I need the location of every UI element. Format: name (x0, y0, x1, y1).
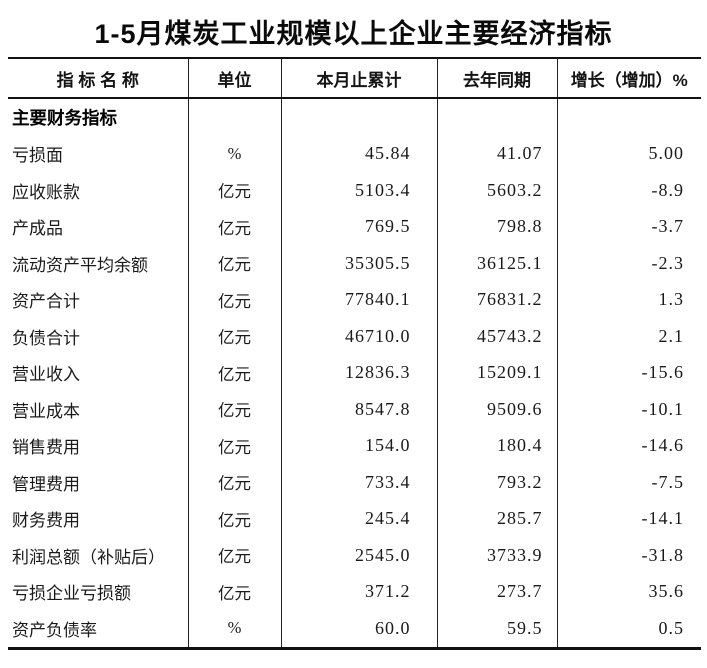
value-last-year: 5603.2 (437, 172, 558, 209)
value-growth: -10.1 (641, 398, 684, 419)
indicator-unit: 亿元 (188, 281, 282, 318)
value-current: 154.0 (281, 427, 438, 464)
table-row: 产成品 亿元 769.5 798.8 -3.7 (8, 208, 701, 245)
value-last-year: 45743.2 (437, 318, 558, 355)
indicator-unit: 亿元 (188, 573, 282, 610)
empty-cell (281, 98, 438, 136)
value-growth: -8.9 (651, 179, 684, 200)
table-row: 营业成本 亿元 8547.8 9509.6 -10.1 (8, 391, 701, 428)
table-row: 销售费用 亿元 154.0 180.4 -14.6 (8, 427, 701, 464)
table-row: 亏损企业亏损额 亿元 371.2 273.7 35.6 (8, 573, 701, 610)
table-row: 营业收入 亿元 12836.3 15209.1 -15.6 (8, 354, 701, 391)
value-growth: 5.00 (648, 143, 684, 164)
value-current: 77840.1 (281, 281, 438, 318)
indicator-name: 管理费用 (8, 464, 189, 501)
value-current: 371.2 (281, 573, 438, 610)
indicator-unit: 亿元 (188, 391, 282, 428)
value-growth: -31.8 (641, 544, 684, 565)
value-last-year: 36125.1 (437, 245, 558, 282)
section-label: 主要财务指标 (8, 98, 189, 136)
indicator-unit: 亿元 (188, 537, 282, 574)
value-current: 5103.4 (281, 172, 438, 209)
indicator-name: 亏损企业亏损额 (8, 573, 189, 610)
value-growth: -2.3 (651, 252, 684, 273)
indicator-unit: 亿元 (188, 464, 282, 501)
indicator-unit: 亿元 (188, 172, 282, 209)
table-row: 资产负债率 % 60.0 59.5 0.5 (8, 610, 701, 648)
empty-cell (437, 98, 558, 136)
indicator-name: 营业收入 (8, 354, 189, 391)
value-last-year: 15209.1 (437, 354, 558, 391)
value-current: 733.4 (281, 464, 438, 501)
indicator-unit: % (188, 610, 282, 648)
table-row: 管理费用 亿元 733.4 793.2 -7.5 (8, 464, 701, 501)
value-growth: -3.7 (651, 216, 684, 237)
empty-cell (557, 98, 701, 136)
section-header-row: 主要财务指标 (8, 98, 701, 136)
value-last-year: 3733.9 (437, 537, 558, 574)
page-title: 1-5月煤炭工业规模以上企业主要经济指标 (94, 19, 613, 49)
value-growth: 1.3 (658, 289, 684, 310)
indicator-name: 利润总额（补贴后） (8, 537, 189, 574)
indicator-name: 应收账款 (8, 172, 189, 209)
value-current: 245.4 (281, 500, 438, 537)
value-last-year: 793.2 (437, 464, 558, 501)
value-growth: -14.6 (641, 435, 684, 456)
value-last-year: 798.8 (437, 208, 558, 245)
indicators-table: 指 标 名 称 单位 本月止累计 去年同期 增长（增加）% 主要财务指标 亏损面… (8, 57, 701, 650)
indicator-unit: 亿元 (188, 245, 282, 282)
table-row: 负债合计 亿元 46710.0 45743.2 2.1 (8, 318, 701, 355)
indicator-name: 产成品 (8, 208, 189, 245)
indicator-name: 亏损面 (8, 135, 189, 172)
empty-cell (188, 98, 282, 136)
value-growth: 2.1 (658, 325, 684, 346)
indicator-unit: % (188, 135, 282, 172)
indicator-name: 财务费用 (8, 500, 189, 537)
table-row: 利润总额（补贴后） 亿元 2545.0 3733.9 -31.8 (8, 537, 701, 574)
table-header-row: 指 标 名 称 单位 本月止累计 去年同期 增长（增加）% (8, 58, 701, 99)
value-growth: 35.6 (648, 581, 684, 602)
indicator-name: 资产合计 (8, 281, 189, 318)
indicator-name: 资产负债率 (8, 610, 189, 648)
col-header-unit: 单位 (188, 58, 282, 99)
value-current: 60.0 (281, 610, 438, 648)
value-current: 46710.0 (281, 318, 438, 355)
value-last-year: 9509.6 (437, 391, 558, 428)
col-header-growth-percent: 增长（增加）% (557, 58, 701, 99)
table-row: 亏损面 % 45.84 41.07 5.00 (8, 135, 701, 172)
indicator-name: 流动资产平均余额 (8, 245, 189, 282)
table-row: 流动资产平均余额 亿元 35305.5 36125.1 -2.3 (8, 245, 701, 282)
indicator-name: 销售费用 (8, 427, 189, 464)
indicator-unit: 亿元 (188, 427, 282, 464)
value-current: 2545.0 (281, 537, 438, 574)
indicator-unit: 亿元 (188, 354, 282, 391)
value-growth: -7.5 (651, 471, 684, 492)
value-current: 12836.3 (281, 354, 438, 391)
value-last-year: 180.4 (437, 427, 558, 464)
value-current: 35305.5 (281, 245, 438, 282)
indicator-unit: 亿元 (188, 500, 282, 537)
col-header-indicator-name: 指 标 名 称 (8, 58, 189, 99)
value-last-year: 285.7 (437, 500, 558, 537)
value-last-year: 76831.2 (437, 281, 558, 318)
value-last-year: 59.5 (437, 610, 558, 648)
indicator-name: 负债合计 (8, 318, 189, 355)
col-header-last-year-same-period: 去年同期 (437, 58, 558, 99)
table-row: 财务费用 亿元 245.4 285.7 -14.1 (8, 500, 701, 537)
value-current: 8547.8 (281, 391, 438, 428)
value-growth: -15.6 (641, 362, 684, 383)
value-last-year: 41.07 (437, 135, 558, 172)
table-row: 资产合计 亿元 77840.1 76831.2 1.3 (8, 281, 701, 318)
indicator-name: 营业成本 (8, 391, 189, 428)
value-current: 45.84 (281, 135, 438, 172)
table-row: 应收账款 亿元 5103.4 5603.2 -8.9 (8, 172, 701, 209)
indicator-unit: 亿元 (188, 208, 282, 245)
value-last-year: 273.7 (437, 573, 558, 610)
value-growth: 0.5 (658, 617, 684, 638)
col-header-current-cumulative: 本月止累计 (281, 58, 438, 99)
indicator-unit: 亿元 (188, 318, 282, 355)
value-current: 769.5 (281, 208, 438, 245)
value-growth: -14.1 (641, 508, 684, 529)
